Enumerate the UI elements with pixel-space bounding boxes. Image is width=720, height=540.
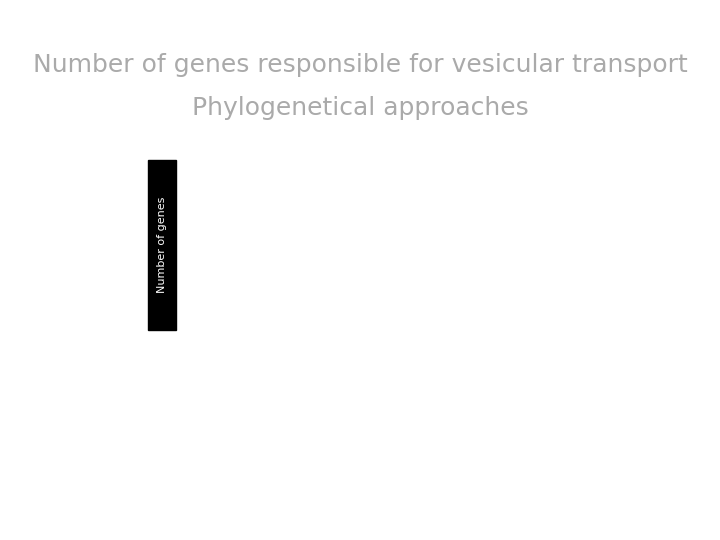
Text: Phylogenetical approaches: Phylogenetical approaches — [192, 96, 528, 120]
Text: Number of genes: Number of genes — [157, 197, 167, 293]
Text: Number of genes responsible for vesicular transport: Number of genes responsible for vesicula… — [32, 53, 688, 77]
